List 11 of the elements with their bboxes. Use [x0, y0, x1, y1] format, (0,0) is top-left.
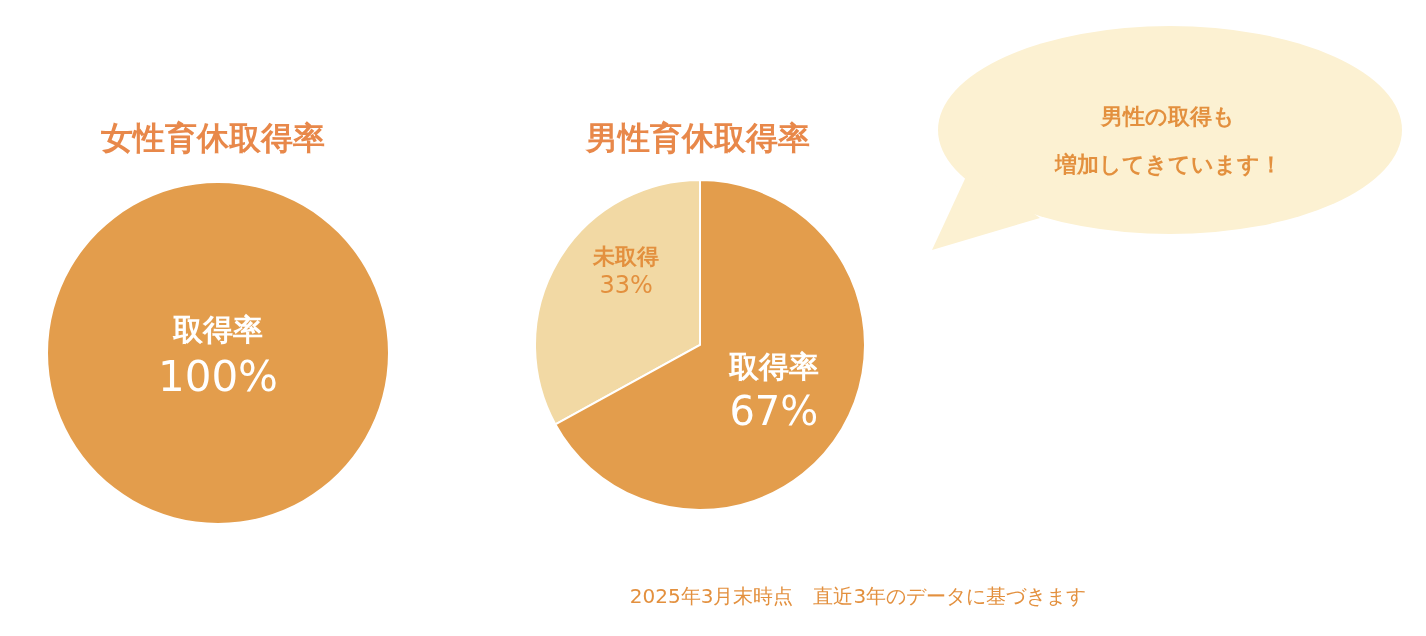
- text: 男性の取得も: [1099, 103, 1236, 131]
- data-label: 67%: [729, 387, 819, 434]
- data-label: 33%: [599, 270, 653, 299]
- chart-title: 女性育休取得率: [100, 118, 326, 158]
- slice-label: 未取得: [592, 244, 660, 270]
- text: 2025年3月末時点 直近3年のデータに基づきます: [628, 583, 1088, 610]
- data-label: 100%: [157, 351, 279, 401]
- chart-title: 男性育休取得率: [584, 118, 811, 158]
- slice-label: 取得率: [172, 312, 263, 348]
- slice-label: 取得率: [727, 348, 819, 384]
- text: 増加してきています！: [1053, 151, 1283, 179]
